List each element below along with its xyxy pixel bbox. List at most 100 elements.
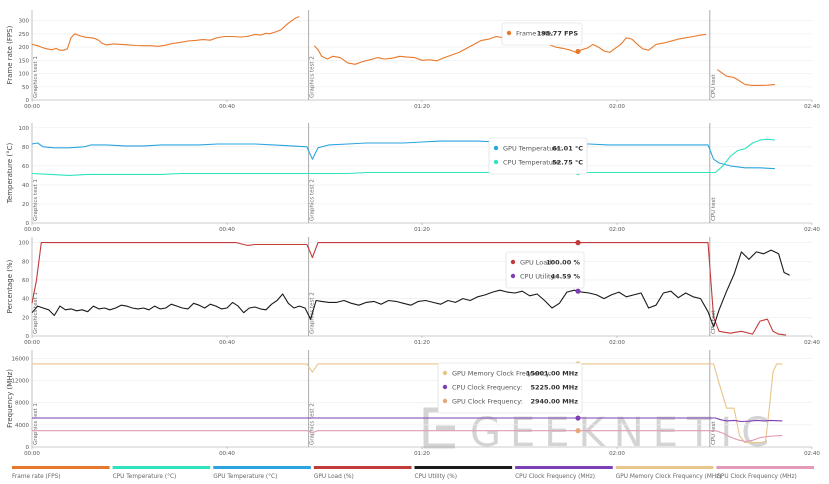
legend-label: GPU Temperature (°C) [213, 474, 277, 480]
x-tick-label: 00:40 [219, 451, 235, 457]
tooltip-dot [510, 273, 516, 279]
y-tick-label: 40 [22, 183, 29, 189]
series-line-temperature-1 [31, 138, 775, 176]
y-tick-label: 0 [26, 98, 30, 104]
y-axis-label: Frame rate (FPS) [6, 25, 14, 84]
y-tick-label: 60 [22, 278, 29, 284]
watermark-logo-icon [423, 407, 455, 449]
legend-swatch [515, 466, 613, 469]
legend-swatch [12, 466, 110, 469]
legend-item[interactable]: CPU Clock Frequency (MHz) [515, 466, 613, 480]
x-tick-label: 01:20 [414, 340, 430, 346]
x-tick-label: 02:00 [609, 104, 625, 110]
y-tick-label: 0 [26, 221, 30, 227]
legend-swatch [213, 466, 311, 469]
y-tick-label: 80 [22, 145, 29, 151]
y-tick-label: 20 [22, 315, 29, 321]
x-tick-label: 02:40 [804, 340, 820, 346]
watermark-text: GEEKNETIC [470, 410, 778, 456]
legend-label: Frame rate (FPS) [12, 474, 61, 480]
legend: Frame rate (FPS) CPU Temperature (°C) GPU … [12, 466, 814, 480]
legend-swatch [716, 466, 814, 469]
tooltip-value: 44.59 % [551, 272, 581, 280]
legend-item[interactable]: GPU Load (%) [313, 466, 412, 480]
watermark: GEEKNETIC [423, 407, 778, 456]
tooltip-frame_rate: Frame rate:198.77 FPS [501, 22, 583, 46]
y-tick-label: 0 [26, 445, 30, 451]
series-line-frequency-1 [32, 417, 783, 423]
legend-label: CPU Temperature (°C) [113, 474, 177, 480]
tooltip-label: GPU Temperature: [503, 144, 562, 152]
series-line-frame_rate-0 [31, 16, 775, 86]
frequency-panel: 0 4000 8000 12000 16000 00:00 00:40 01:20 02:00 0… [6, 350, 820, 457]
tooltip-value: 5225.00 MHz [530, 383, 578, 391]
segment-label: Graphics test 1 [33, 403, 39, 445]
legend-item[interactable]: CPU Temperature (°C) [112, 466, 211, 480]
y-tick-label: 200 [19, 45, 30, 51]
tooltip-value: 2940.00 MHz [530, 397, 578, 405]
tooltip-value: 198.77 FPS [537, 29, 579, 37]
series-line-frequency-2 [32, 430, 783, 443]
segment-label: Graphics test 1 [33, 292, 39, 334]
y-axis-label: Percentage (%) [6, 259, 14, 313]
segment-label: CPU test [711, 421, 717, 445]
y-tick-label: 16000 [12, 356, 30, 362]
segment-label: CPU test [711, 197, 717, 221]
y-tick-label: 40 [22, 297, 29, 303]
tooltip-label: GPU Memory Clock Frequency: [452, 369, 551, 377]
legend-label: GPU Clock Frequency (MHz) [716, 474, 796, 480]
tooltip-dot [506, 30, 512, 36]
tooltip-label: GPU Clock Frequency: [452, 397, 523, 405]
x-tick-label: 00:40 [219, 227, 235, 233]
frame_rate-panel: 0 50 100 150 200 250 300 00:00 00:40 01:20 02:00 02… [6, 10, 820, 110]
tooltip-value: 61.01 °C [552, 144, 583, 152]
x-tick-label: 02:00 [609, 227, 625, 233]
legend-swatch [615, 466, 714, 469]
segment-label: Graphics test 1 [33, 179, 39, 221]
y-tick-label: 50 [22, 85, 29, 91]
y-tick-label: 12000 [12, 378, 30, 384]
x-tick-label: 02:40 [804, 451, 820, 457]
legend-swatch [313, 466, 412, 469]
hover-marker [575, 288, 581, 294]
hover-marker [575, 428, 581, 434]
y-tick-label: 4000 [15, 423, 29, 429]
series-line-temperature-0 [31, 140, 775, 170]
legend-label: CPU Clock Frequency (MHz) [515, 474, 595, 480]
tooltip-box [488, 137, 588, 175]
x-tick-label: 00:00 [24, 451, 40, 457]
tooltip-percentage: GPU Load:100.00 % CPU Utility:44.59 % [505, 251, 585, 289]
x-tick-label: 00:40 [219, 104, 235, 110]
y-tick-label: 100 [19, 241, 30, 247]
segment-label: CPU test [711, 74, 717, 98]
hover-marker [575, 415, 581, 421]
legend-item[interactable]: GPU Clock Frequency (MHz) [716, 466, 814, 480]
legend-item[interactable]: GPU Memory Clock Frequency (MHz) [615, 466, 722, 480]
tooltip-dot [442, 398, 448, 404]
legend-item[interactable]: GPU Temperature (°C) [213, 466, 311, 480]
temperature-panel: 0 20 40 60 80 100 00:00 00:40 01:20 02:00 02:40 Tem… [6, 123, 820, 233]
y-tick-label: 20 [22, 202, 29, 208]
y-tick-label: 80 [22, 259, 29, 265]
tooltip-label: CPU Temperature: [503, 158, 562, 166]
tooltip-value: 100.00 % [546, 258, 580, 266]
tooltip-temperature: GPU Temperature:61.01 °C CPU Temperature:… [488, 137, 588, 175]
tooltip-value: 52.75 °C [552, 158, 583, 166]
x-tick-label: 01:20 [414, 451, 430, 457]
legend-swatch [112, 466, 211, 469]
legend-item[interactable]: CPU Utility (%) [414, 466, 513, 480]
percentage-panel: 0 20 40 60 80 100 00:00 00:40 01:20 02:00 02:40 Per… [6, 237, 820, 346]
tooltip-dot [493, 145, 499, 151]
series-line-percentage-0 [31, 242, 787, 336]
tooltip-box [437, 362, 583, 414]
hover-marker [575, 240, 581, 246]
x-tick-label: 02:40 [804, 227, 820, 233]
tooltip-dot [442, 370, 448, 376]
tooltip-dot [510, 259, 516, 265]
series-line-frequency-0 [32, 363, 783, 444]
legend-item[interactable]: Frame rate (FPS) [12, 466, 110, 480]
tooltip-dot [493, 159, 499, 165]
legend-label: CPU Utility (%) [415, 474, 458, 480]
segment-label: Graphics test 1 [33, 56, 39, 98]
